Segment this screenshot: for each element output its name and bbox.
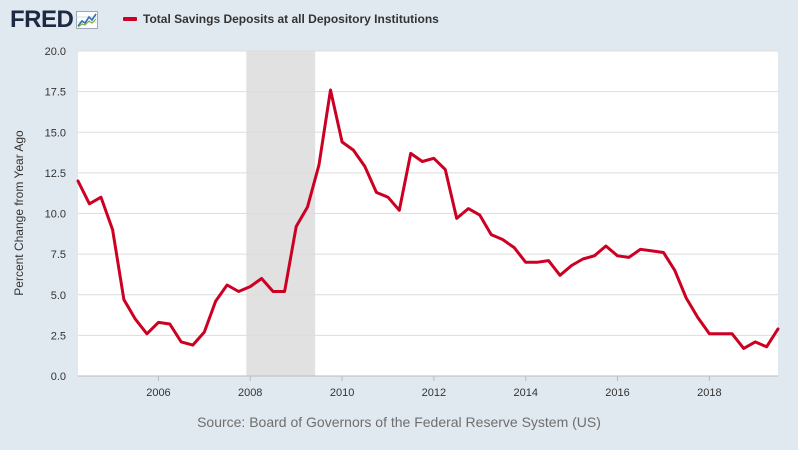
fred-logo-text: FRED <box>10 6 74 33</box>
legend-swatch <box>123 17 137 21</box>
x-tick-label: 2016 <box>605 387 629 399</box>
y-tick-label: 7.5 <box>51 249 66 261</box>
y-axis: 0.0 2.5 5.0 7.5 10.0 12.5 15.0 17.5 20.0 <box>45 46 66 383</box>
x-tick-label: 2012 <box>422 387 446 399</box>
series-line[interactable] <box>76 88 780 350</box>
line-chart: 0.02.55.07.510.012.515.017.520.0 2006 200… <box>12 46 780 399</box>
fred-logo[interactable]: FRED <box>10 6 99 34</box>
x-tick-label: 2010 <box>330 387 354 399</box>
source-note: Source: Board of Governors of the Federa… <box>197 414 601 430</box>
x-tick-label: 2018 <box>697 387 721 399</box>
y-tick-label: 10.0 <box>45 209 66 221</box>
y-tick-label: 15.0 <box>45 127 66 139</box>
chart-legend[interactable]: Total Savings Deposits at all Depository… <box>123 10 439 28</box>
x-tick-label: 2014 <box>513 387 537 399</box>
y-tick-label: 2.5 <box>51 330 66 342</box>
y-axis-title: Percent Change from Year Ago <box>12 130 26 296</box>
series-layer <box>76 88 780 350</box>
legend-series-label: Total Savings Deposits at all Depository… <box>143 12 439 26</box>
y-tick-label: 17.5 <box>45 87 66 99</box>
y-tick-label: 0.0 <box>51 371 66 383</box>
y-tick-label: 20.0 <box>45 46 66 58</box>
chart-header: FRED Total Savings Deposits at all Depos… <box>0 0 798 40</box>
x-tick-label: 2008 <box>238 387 262 399</box>
x-tick-label: 2006 <box>146 387 170 399</box>
y-tick-label: 12.5 <box>45 168 66 180</box>
fred-line-graph-icon <box>76 11 99 29</box>
y-tick-label: 5.0 <box>51 290 66 302</box>
x-axis: 2006 2008 2010 2012 2014 2016 2018 <box>78 375 778 399</box>
